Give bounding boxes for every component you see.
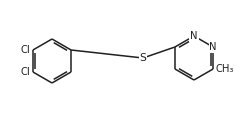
Text: Cl: Cl — [20, 67, 30, 77]
Text: S: S — [139, 53, 146, 63]
Text: N: N — [190, 31, 198, 41]
Text: N: N — [209, 42, 217, 52]
Text: Cl: Cl — [20, 45, 30, 55]
Text: CH₃: CH₃ — [215, 64, 233, 74]
